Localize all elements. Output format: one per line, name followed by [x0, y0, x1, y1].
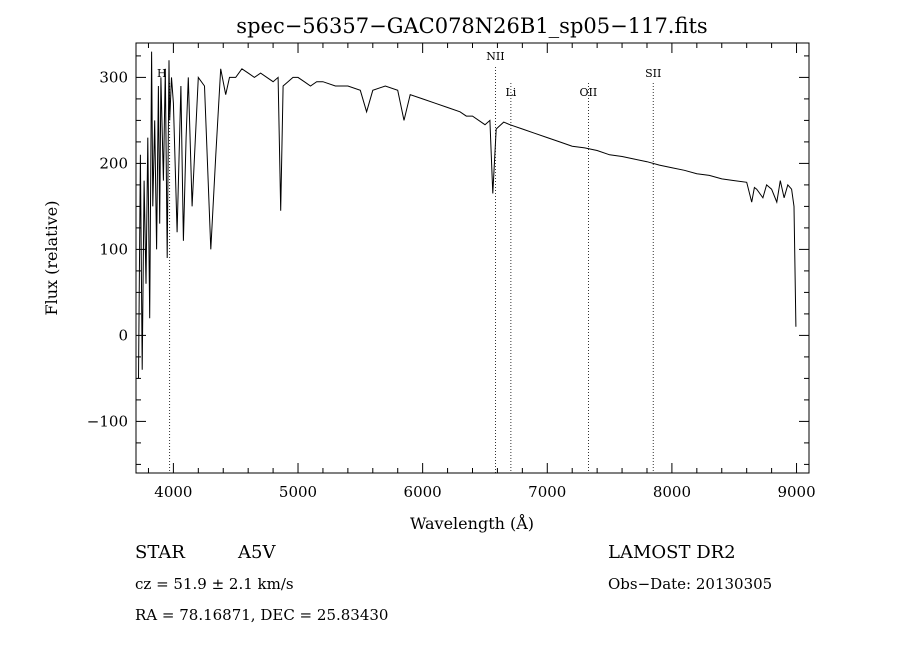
emission-line-markers: H NII Li OII SII	[157, 50, 661, 473]
y-tick-label: 0	[118, 326, 128, 344]
y-tick-label: 300	[99, 68, 128, 86]
y-tick-label: 200	[99, 154, 128, 172]
coordinates-text: RA = 78.16871, DEC = 25.83430	[135, 606, 388, 624]
chart-title: spec−56357−GAC078N26B1_sp05−117.fits	[236, 14, 707, 38]
x-tick-label: 8000	[653, 483, 691, 501]
emission-line-label: OII	[580, 86, 598, 99]
spectrum-line	[138, 51, 797, 379]
object-class: STAR	[135, 542, 185, 563]
x-tick-label: 4000	[154, 483, 192, 501]
obs-date-text: Obs−Date: 20130305	[608, 575, 772, 593]
y-tick-label: −100	[87, 412, 128, 430]
y-tick-label: 100	[99, 240, 128, 258]
emission-line-label: H	[157, 67, 167, 80]
redshift-text: cz = 51.9 ± 2.1 km/s	[135, 575, 294, 593]
emission-line-label: NII	[486, 50, 504, 63]
plot-frame	[135, 42, 810, 474]
x-tick-label: 9000	[777, 483, 815, 501]
object-subclass: A5V	[237, 542, 276, 563]
x-axis-label: Wavelength (Å)	[410, 513, 534, 533]
x-tick-label: 6000	[404, 483, 442, 501]
emission-line-label: SII	[645, 67, 661, 80]
spectrum-series	[138, 51, 797, 379]
x-tick-label: 7000	[528, 483, 566, 501]
y-axis-label: Flux (relative)	[42, 201, 61, 316]
axis-ticks: 4000 5000 6000 7000 8000 9000 −100 0 100 200 300	[87, 43, 816, 501]
x-tick-label: 5000	[279, 483, 317, 501]
plot-axes	[135, 42, 810, 474]
emission-line-label: Li	[505, 86, 516, 99]
survey-name: LAMOST DR2	[608, 542, 736, 563]
